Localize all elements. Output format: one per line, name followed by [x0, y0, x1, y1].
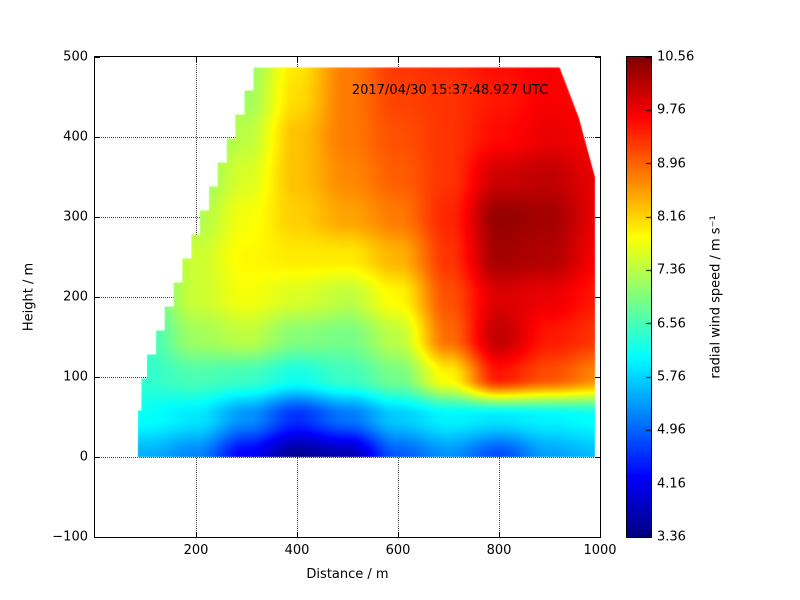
tick-mark: [95, 216, 100, 218]
colorbar-tick-label: 10.56: [657, 49, 695, 65]
colorbar-tick-label: 3.36: [657, 529, 686, 545]
timestamp-annotation: 2017/04/30 15:37:48.927 UTC: [351, 83, 549, 98]
tick-mark: [296, 532, 298, 537]
tick-mark: [595, 296, 600, 298]
tick-mark: [95, 376, 100, 378]
colorbar-tick-label: 7.36: [657, 262, 686, 278]
x-tick-label: 1000: [583, 543, 617, 558]
y-tick-label: 300: [63, 209, 88, 225]
y-tick-label: 500: [63, 49, 88, 65]
tick-mark: [397, 532, 399, 537]
tick-mark: [195, 57, 197, 62]
y-axis-label: Height / m: [21, 262, 37, 332]
tick-mark: [595, 536, 600, 538]
tick-mark: [498, 532, 500, 537]
x-tick-label: 600: [385, 543, 411, 558]
colorbar-tick-label: 6.56: [657, 316, 686, 332]
tick-mark: [95, 296, 100, 298]
tick-mark: [498, 57, 500, 62]
tick-mark: [595, 216, 600, 218]
tick-mark: [595, 376, 600, 378]
colorbar: [626, 56, 652, 538]
tick-mark: [599, 57, 601, 62]
tick-mark: [595, 56, 600, 58]
colorbar-tick-label: 4.16: [657, 476, 686, 492]
tick-mark: [95, 456, 100, 458]
tick-mark: [95, 136, 100, 138]
x-tick-label: 200: [183, 543, 209, 558]
tick-mark: [595, 456, 600, 458]
colorbar-label: radial wind speed / m s⁻¹: [708, 215, 724, 379]
tick-mark: [595, 136, 600, 138]
y-tick-label: 100: [63, 369, 88, 385]
tick-mark: [296, 57, 298, 62]
y-tick-label: 200: [63, 289, 88, 305]
tick-mark: [95, 56, 100, 58]
colorbar-tick-label: 5.76: [657, 369, 686, 385]
x-tick-label: 800: [486, 543, 512, 558]
x-axis-label: Distance / m: [306, 567, 389, 582]
plot-area: 2017/04/30 15:37:48.927 UTC: [95, 56, 601, 538]
tick-mark: [95, 536, 100, 538]
x-tick-label: 400: [284, 543, 310, 558]
y-tick-label: −100: [52, 529, 88, 545]
y-tick-label: 0: [79, 449, 88, 465]
tick-mark: [397, 57, 399, 62]
colorbar-tick-label: 4.96: [657, 422, 686, 438]
colorbar-tick-label: 8.96: [657, 156, 686, 172]
y-tick-label: 400: [63, 129, 88, 145]
colorbar-tick-label: 8.16: [657, 209, 686, 225]
heatmap-canvas: [95, 57, 600, 537]
colorbar-canvas: [627, 57, 651, 537]
colorbar-tick-label: 9.76: [657, 102, 686, 118]
tick-mark: [195, 532, 197, 537]
